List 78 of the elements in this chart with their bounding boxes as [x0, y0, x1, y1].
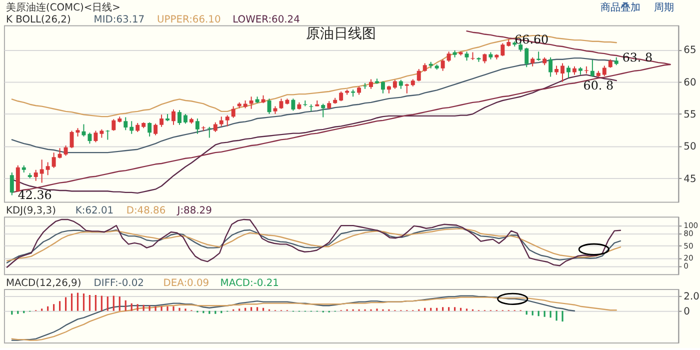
- candlestick: [380, 80, 385, 94]
- text: 商品叠加: [600, 1, 641, 14]
- y-tick-label: 2.0: [684, 291, 700, 302]
- candlestick: [500, 42, 505, 57]
- candlestick: [369, 78, 373, 90]
- y-tick-label: 50: [684, 142, 696, 153]
- annotation: 42.36: [18, 188, 52, 202]
- candlestick: [225, 114, 230, 127]
- candlestick: [602, 65, 606, 77]
- candlestick: [10, 172, 14, 196]
- series-label: DIFF:-0.02: [94, 278, 144, 290]
- candlestick: [321, 103, 326, 118]
- legend-title: KDJ(9,3,3): [6, 206, 56, 217]
- candlestick: [440, 58, 445, 72]
- candlestick: [148, 122, 152, 137]
- y-tick-label: 45: [684, 174, 696, 185]
- candlestick: [178, 110, 182, 126]
- candlestick: [291, 98, 296, 112]
- legend-title: K BOLL(26,2): [6, 14, 71, 26]
- candlestick: [154, 123, 158, 136]
- candlestick: [249, 96, 254, 110]
- y-tick-label: 0: [684, 306, 690, 318]
- candlestick: [88, 132, 92, 144]
- candlestick: [160, 114, 164, 128]
- candlestick: [279, 98, 284, 110]
- candlestick: [195, 118, 200, 134]
- candlestick: [536, 51, 541, 62]
- candlestick: [219, 116, 224, 127]
- y-tick-label: 60: [684, 77, 696, 88]
- candlestick: [339, 91, 344, 102]
- candlestick: [94, 130, 98, 143]
- candlestick: [548, 56, 553, 78]
- candlestick: [398, 79, 403, 90]
- candlestick: [130, 120, 134, 134]
- series-label: D:48.86: [126, 206, 166, 217]
- candlestick: [530, 56, 535, 67]
- candlestick: [207, 126, 212, 138]
- candlestick: [482, 53, 487, 64]
- series-label: J:88.29: [176, 206, 212, 217]
- candlestick: [464, 51, 469, 62]
- candlestick: [46, 162, 50, 176]
- candlestick: [172, 109, 176, 126]
- candlestick: [566, 65, 570, 78]
- candlestick: [82, 124, 86, 137]
- candlestick: [52, 152, 56, 169]
- candlestick: [392, 79, 397, 90]
- series-label: K:62.01: [75, 206, 114, 217]
- candlestick: [416, 68, 421, 82]
- candlestick: [64, 145, 68, 156]
- text: LOWER:60.24: [232, 14, 300, 26]
- candlestick: [124, 116, 128, 131]
- text: 周期: [654, 1, 674, 14]
- chart-title: 原油日线图: [306, 26, 376, 42]
- text: 美原油连(COMC)<日线>: [6, 1, 120, 14]
- candlestick: [112, 118, 116, 132]
- candlestick: [231, 106, 236, 118]
- candlestick: [524, 47, 529, 68]
- text: MACD:-0.21: [220, 278, 279, 290]
- candlestick: [40, 159, 44, 184]
- candlestick: [213, 122, 218, 132]
- candlestick: [34, 169, 38, 182]
- candlestick: [183, 114, 188, 124]
- candlestick: [136, 122, 140, 132]
- text: MID:63.17: [94, 14, 145, 26]
- candlestick: [590, 60, 594, 78]
- candlestick: [16, 164, 20, 192]
- line-series: [6, 218, 622, 268]
- annotation: 60. 8: [583, 78, 614, 93]
- candlestick: [58, 148, 62, 159]
- candlestick: [560, 62, 564, 82]
- legend-title: MACD(12,26,9): [6, 278, 82, 290]
- text: UPPER:66.10: [157, 14, 221, 26]
- candlestick: [106, 130, 110, 140]
- series-label: DEA:0.09: [163, 278, 210, 290]
- y-tick-label: 65: [684, 45, 696, 56]
- y-tick-label: 55: [684, 109, 696, 120]
- candlestick: [446, 51, 451, 62]
- candlestick: [554, 65, 559, 76]
